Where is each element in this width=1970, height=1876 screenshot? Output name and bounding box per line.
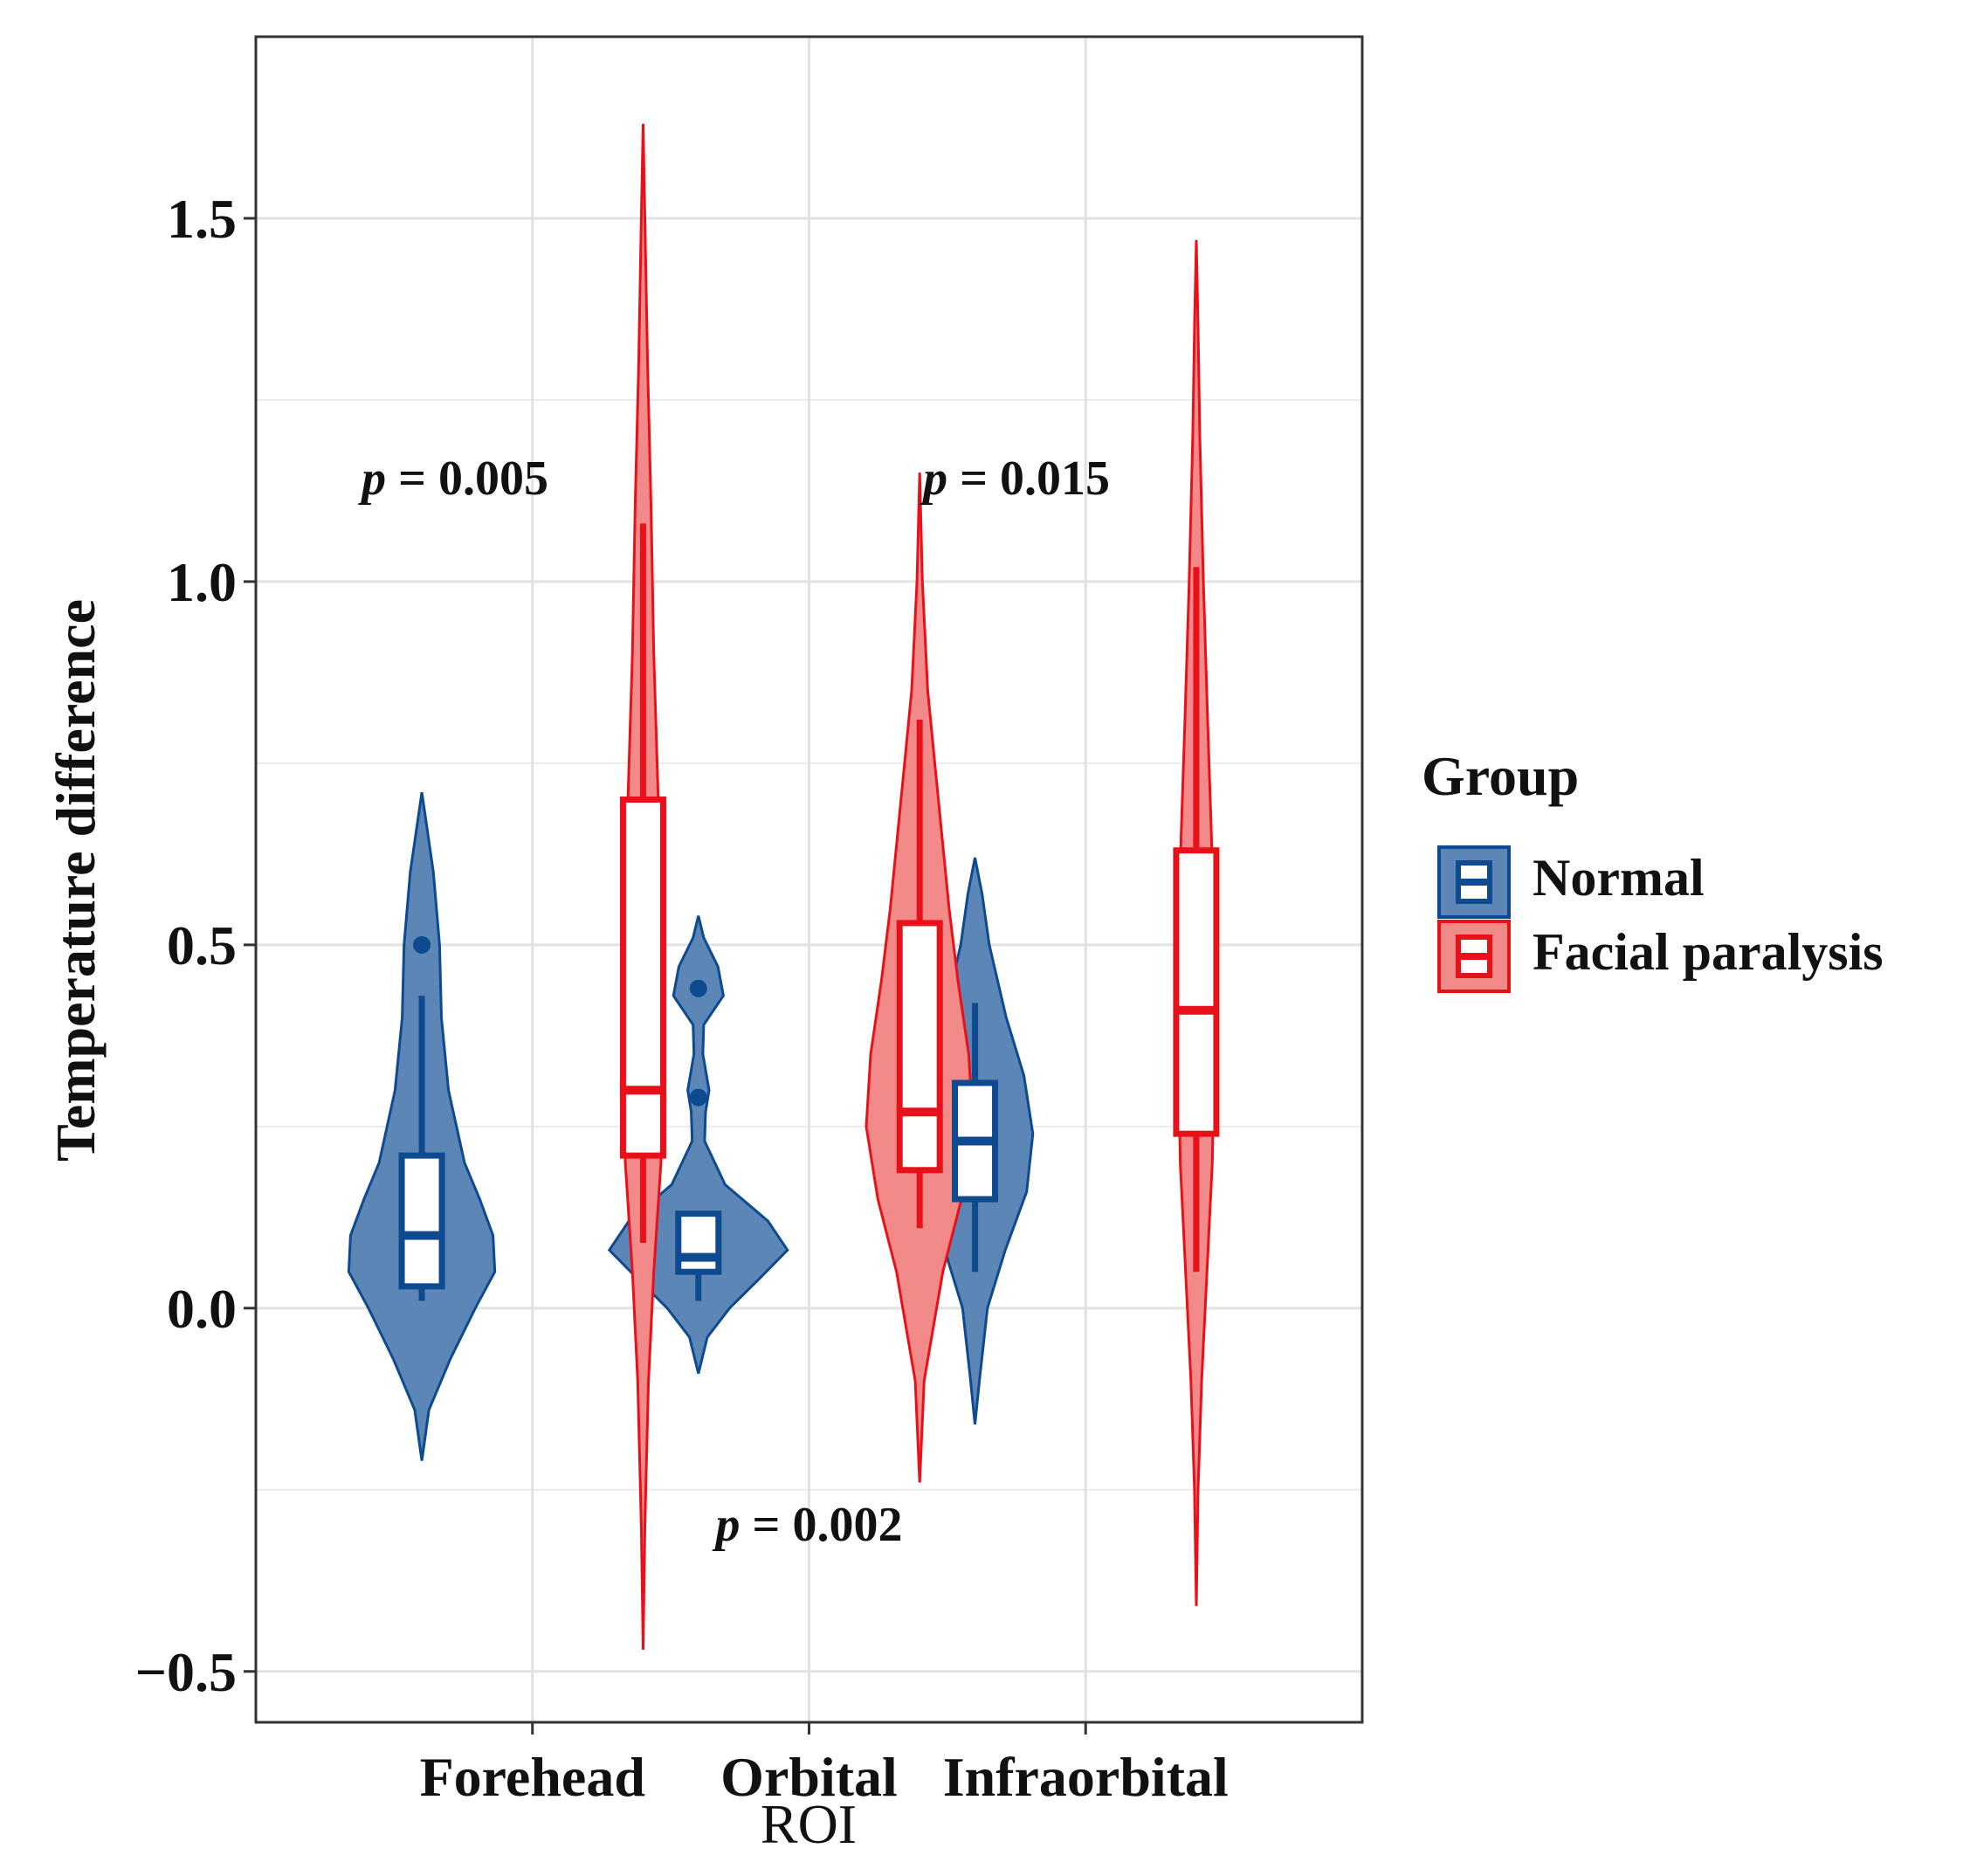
y-tick-label: 1.0 [167, 551, 237, 613]
y-tick-label: 1.5 [167, 188, 237, 250]
legend-label-facial-paralysis: Facial paralysis [1533, 923, 1884, 981]
box-facial-paralysis-orbital [896, 920, 943, 1174]
x-tick-label: Infraorbital [943, 1746, 1229, 1808]
y-axis: −0.5 0.0 0.5 1.0 1.5 [135, 188, 256, 1703]
y-axis-title: Temperature difference [45, 599, 107, 1162]
box-facial-paralysis-forehead [619, 796, 666, 1159]
x-tick-label: Forehead [420, 1746, 645, 1808]
outlier-point-normal-forehead [413, 935, 431, 954]
legend: Group Normal Facial paralysis [1422, 745, 1884, 993]
x-axis-title: ROI [761, 1793, 857, 1855]
box-normal-orbital [675, 1210, 722, 1275]
outlier-point-normal-orbital [689, 979, 707, 997]
legend-title: Group [1422, 745, 1579, 807]
outlier-point-normal-orbital [689, 1088, 707, 1107]
y-tick-label: −0.5 [135, 1641, 237, 1703]
x-tick-label: Orbital [720, 1746, 898, 1808]
y-tick-label: 0.0 [167, 1278, 237, 1340]
p-value-orbital: p = 0.002 [713, 1498, 903, 1552]
legend-keys [1437, 845, 1511, 993]
legend-label-normal: Normal [1533, 849, 1705, 907]
p-value-annotations: p = 0.005 p = 0.002 p = 0.015 [358, 452, 1110, 1552]
p-value-forehead: p = 0.005 [358, 452, 548, 506]
p-value-infraorbital: p = 0.015 [920, 452, 1110, 506]
box-normal-forehead [398, 1152, 445, 1290]
y-tick-label: 0.5 [167, 914, 237, 976]
x-axis: Forehead Orbital Infraorbital [420, 1722, 1229, 1808]
boxes [398, 523, 1220, 1301]
box-facial-paralysis-infraorbital [1173, 847, 1220, 1137]
